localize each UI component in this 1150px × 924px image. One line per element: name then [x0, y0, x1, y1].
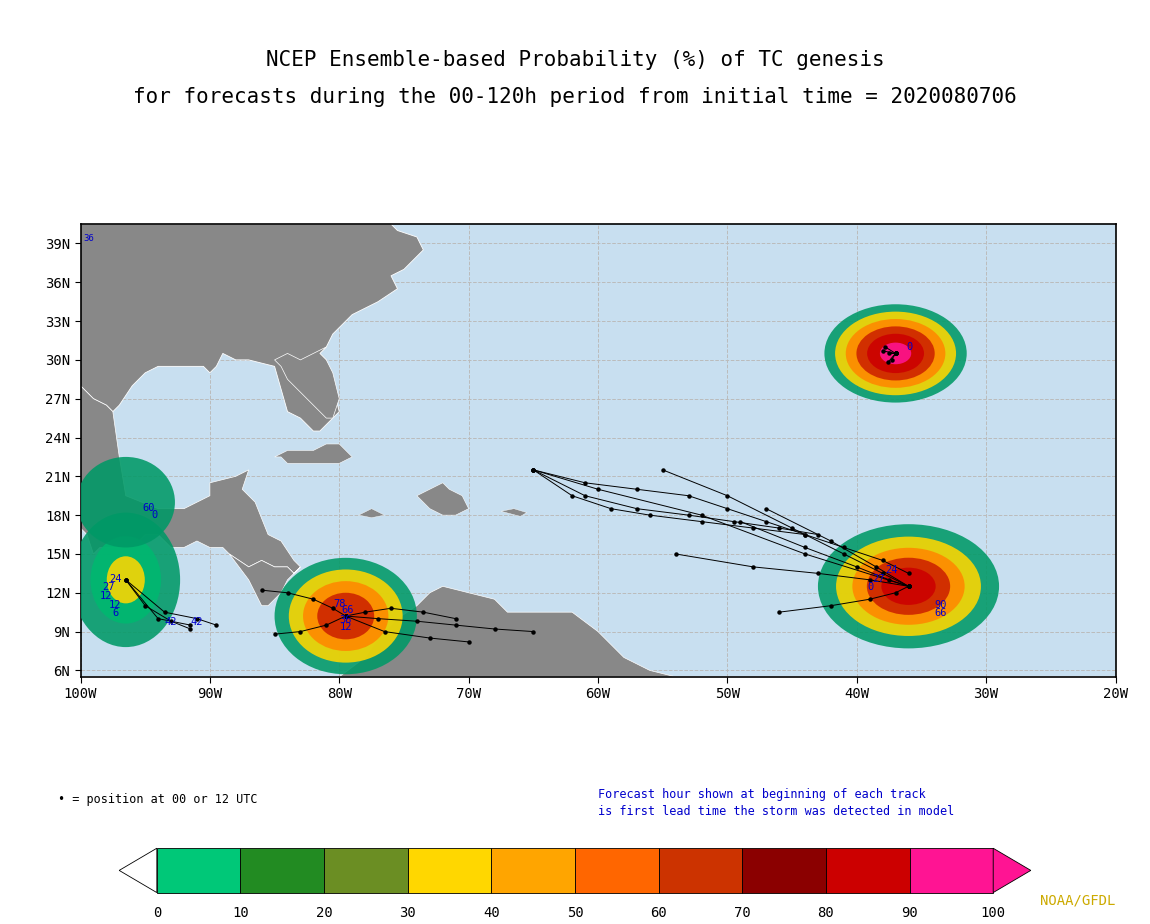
Text: 50: 50 — [567, 906, 583, 920]
Polygon shape — [501, 509, 527, 517]
Text: 0: 0 — [906, 342, 912, 351]
Text: 27: 27 — [873, 575, 884, 584]
Ellipse shape — [91, 536, 161, 624]
Bar — [324, 848, 408, 893]
Ellipse shape — [867, 558, 950, 614]
Text: 36: 36 — [83, 234, 94, 243]
Bar — [156, 848, 240, 893]
Text: 12: 12 — [339, 622, 352, 632]
Ellipse shape — [881, 567, 936, 605]
Text: 30: 30 — [399, 906, 416, 920]
Text: Forecast hour shown at beginning of each track: Forecast hour shown at beginning of each… — [598, 788, 926, 801]
Ellipse shape — [852, 548, 965, 625]
Text: 60: 60 — [650, 906, 667, 920]
Ellipse shape — [825, 304, 967, 403]
Text: 42: 42 — [191, 617, 202, 627]
Text: 60: 60 — [143, 504, 155, 513]
Polygon shape — [416, 483, 469, 516]
Ellipse shape — [107, 556, 145, 603]
Ellipse shape — [857, 326, 935, 381]
Polygon shape — [359, 509, 384, 517]
Ellipse shape — [835, 311, 956, 395]
Polygon shape — [0, 224, 300, 574]
Bar — [491, 848, 575, 893]
Ellipse shape — [880, 343, 911, 364]
Ellipse shape — [289, 569, 402, 663]
Polygon shape — [275, 346, 339, 418]
Text: 90: 90 — [902, 906, 918, 920]
Text: 40: 40 — [483, 906, 500, 920]
Text: 24: 24 — [109, 575, 122, 584]
Ellipse shape — [845, 319, 945, 388]
Text: 36: 36 — [339, 614, 352, 625]
Text: 20: 20 — [316, 906, 332, 920]
Ellipse shape — [867, 334, 925, 373]
Bar — [659, 848, 742, 893]
Ellipse shape — [71, 513, 181, 647]
Bar — [240, 848, 324, 893]
Polygon shape — [81, 224, 423, 431]
Text: for forecasts during the 00-120h period from initial time = 2020080706: for forecasts during the 00-120h period … — [133, 87, 1017, 107]
Text: 6: 6 — [113, 608, 120, 618]
Text: 24: 24 — [886, 565, 898, 576]
Ellipse shape — [304, 581, 389, 651]
Ellipse shape — [275, 558, 416, 675]
Polygon shape — [81, 587, 1116, 677]
Ellipse shape — [818, 524, 999, 649]
Text: 12: 12 — [109, 601, 122, 610]
Bar — [910, 848, 994, 893]
Text: 100: 100 — [981, 906, 1006, 920]
Text: is first lead time the storm was detected in model: is first lead time the storm was detecte… — [598, 805, 954, 818]
Text: 12: 12 — [100, 591, 113, 602]
Text: 80: 80 — [818, 906, 834, 920]
Text: • = position at 00 or 12 UTC: • = position at 00 or 12 UTC — [58, 793, 256, 806]
Text: 78: 78 — [332, 599, 345, 609]
Text: 90: 90 — [934, 601, 946, 610]
Ellipse shape — [836, 537, 981, 636]
Text: 0: 0 — [152, 510, 158, 519]
Text: 70: 70 — [734, 906, 751, 920]
Ellipse shape — [317, 593, 374, 639]
Text: NCEP Ensemble-based Probability (%) of TC genesis: NCEP Ensemble-based Probability (%) of T… — [266, 50, 884, 70]
Polygon shape — [275, 444, 352, 464]
Bar — [742, 848, 826, 893]
Polygon shape — [120, 848, 156, 893]
Text: NOAA/GFDL: NOAA/GFDL — [1040, 894, 1116, 907]
Text: 0: 0 — [153, 906, 161, 920]
Bar — [575, 848, 659, 893]
Text: 0: 0 — [867, 582, 873, 592]
Polygon shape — [229, 554, 300, 606]
Text: 10: 10 — [232, 906, 248, 920]
Polygon shape — [994, 848, 1030, 893]
Text: 42: 42 — [164, 617, 177, 627]
Text: 66: 66 — [342, 605, 354, 615]
Bar — [408, 848, 491, 893]
Bar — [826, 848, 910, 893]
Text: 66: 66 — [934, 608, 946, 618]
Text: 27: 27 — [102, 582, 115, 592]
Ellipse shape — [77, 457, 175, 548]
